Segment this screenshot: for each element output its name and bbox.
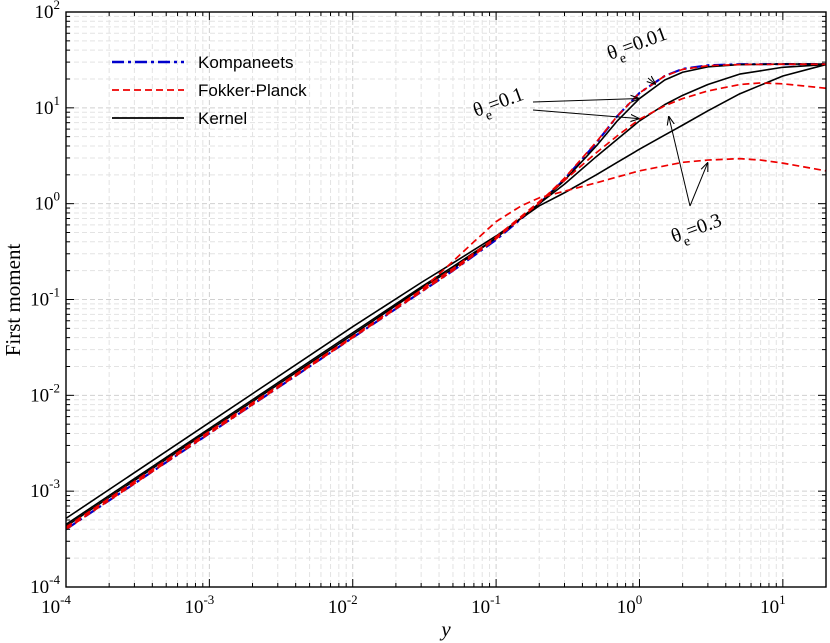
y-axis-label: First moment (1, 244, 25, 357)
x-tick-label: 10-1 (471, 592, 501, 618)
y-tick-label: 10-4 (30, 572, 60, 598)
annotation-label: θe=0.1 (470, 83, 529, 127)
y-tick-label: 10-2 (30, 380, 60, 406)
legend-label: Fokker-Planck (198, 81, 307, 100)
grid-minor (66, 12, 827, 587)
y-tick-label: 101 (35, 93, 61, 119)
annotation-arrow (669, 116, 691, 207)
annotation-arrow (689, 162, 708, 207)
annotation-arrow (648, 78, 656, 85)
x-axis-label: y (439, 617, 451, 641)
annotation-arrow (532, 109, 640, 119)
y-tick-label: 102 (35, 0, 61, 23)
series-line-4 (65, 63, 827, 520)
series-line-5 (65, 63, 826, 531)
series-layer (65, 62, 827, 531)
legend-label: Kernel (198, 109, 247, 128)
y-tick-label: 100 (35, 189, 61, 215)
annotation-label: θe=0.3 (668, 209, 727, 253)
legend-label: Kompaneets (198, 53, 293, 72)
x-tick-label: 10-2 (328, 592, 358, 618)
series-line-6 (65, 82, 827, 528)
series-line-2 (65, 63, 826, 527)
ticks-layer (65, 11, 827, 588)
y-tick-label: 10-3 (30, 476, 60, 502)
x-tick-labels: 10-4 10-3 10-2 10-1 100 101 (41, 592, 786, 618)
annotation-label: θe=0.01 (604, 23, 672, 71)
y-tick-label: 10-1 (30, 285, 60, 311)
x-tick-label: 101 (760, 592, 786, 618)
x-tick-label: 10-3 (184, 592, 214, 618)
svg-text:θe=0.1: θe=0.1 (470, 83, 529, 127)
x-tick-label: 10-4 (41, 592, 71, 618)
series-line-7 (65, 157, 827, 528)
legend: Kompaneets Fokker-Planck Kernel (112, 53, 307, 128)
series-line-3 (65, 63, 827, 526)
y-tick-labels: 10-4 10-3 10-2 10-1 100 101 102 (30, 0, 60, 598)
x-tick-label: 100 (617, 592, 643, 618)
annotation-arrow (532, 99, 640, 103)
svg-text:θe=0.01: θe=0.01 (604, 23, 672, 71)
series-line-1 (65, 62, 826, 531)
svg-text:θe=0.3: θe=0.3 (668, 209, 727, 253)
